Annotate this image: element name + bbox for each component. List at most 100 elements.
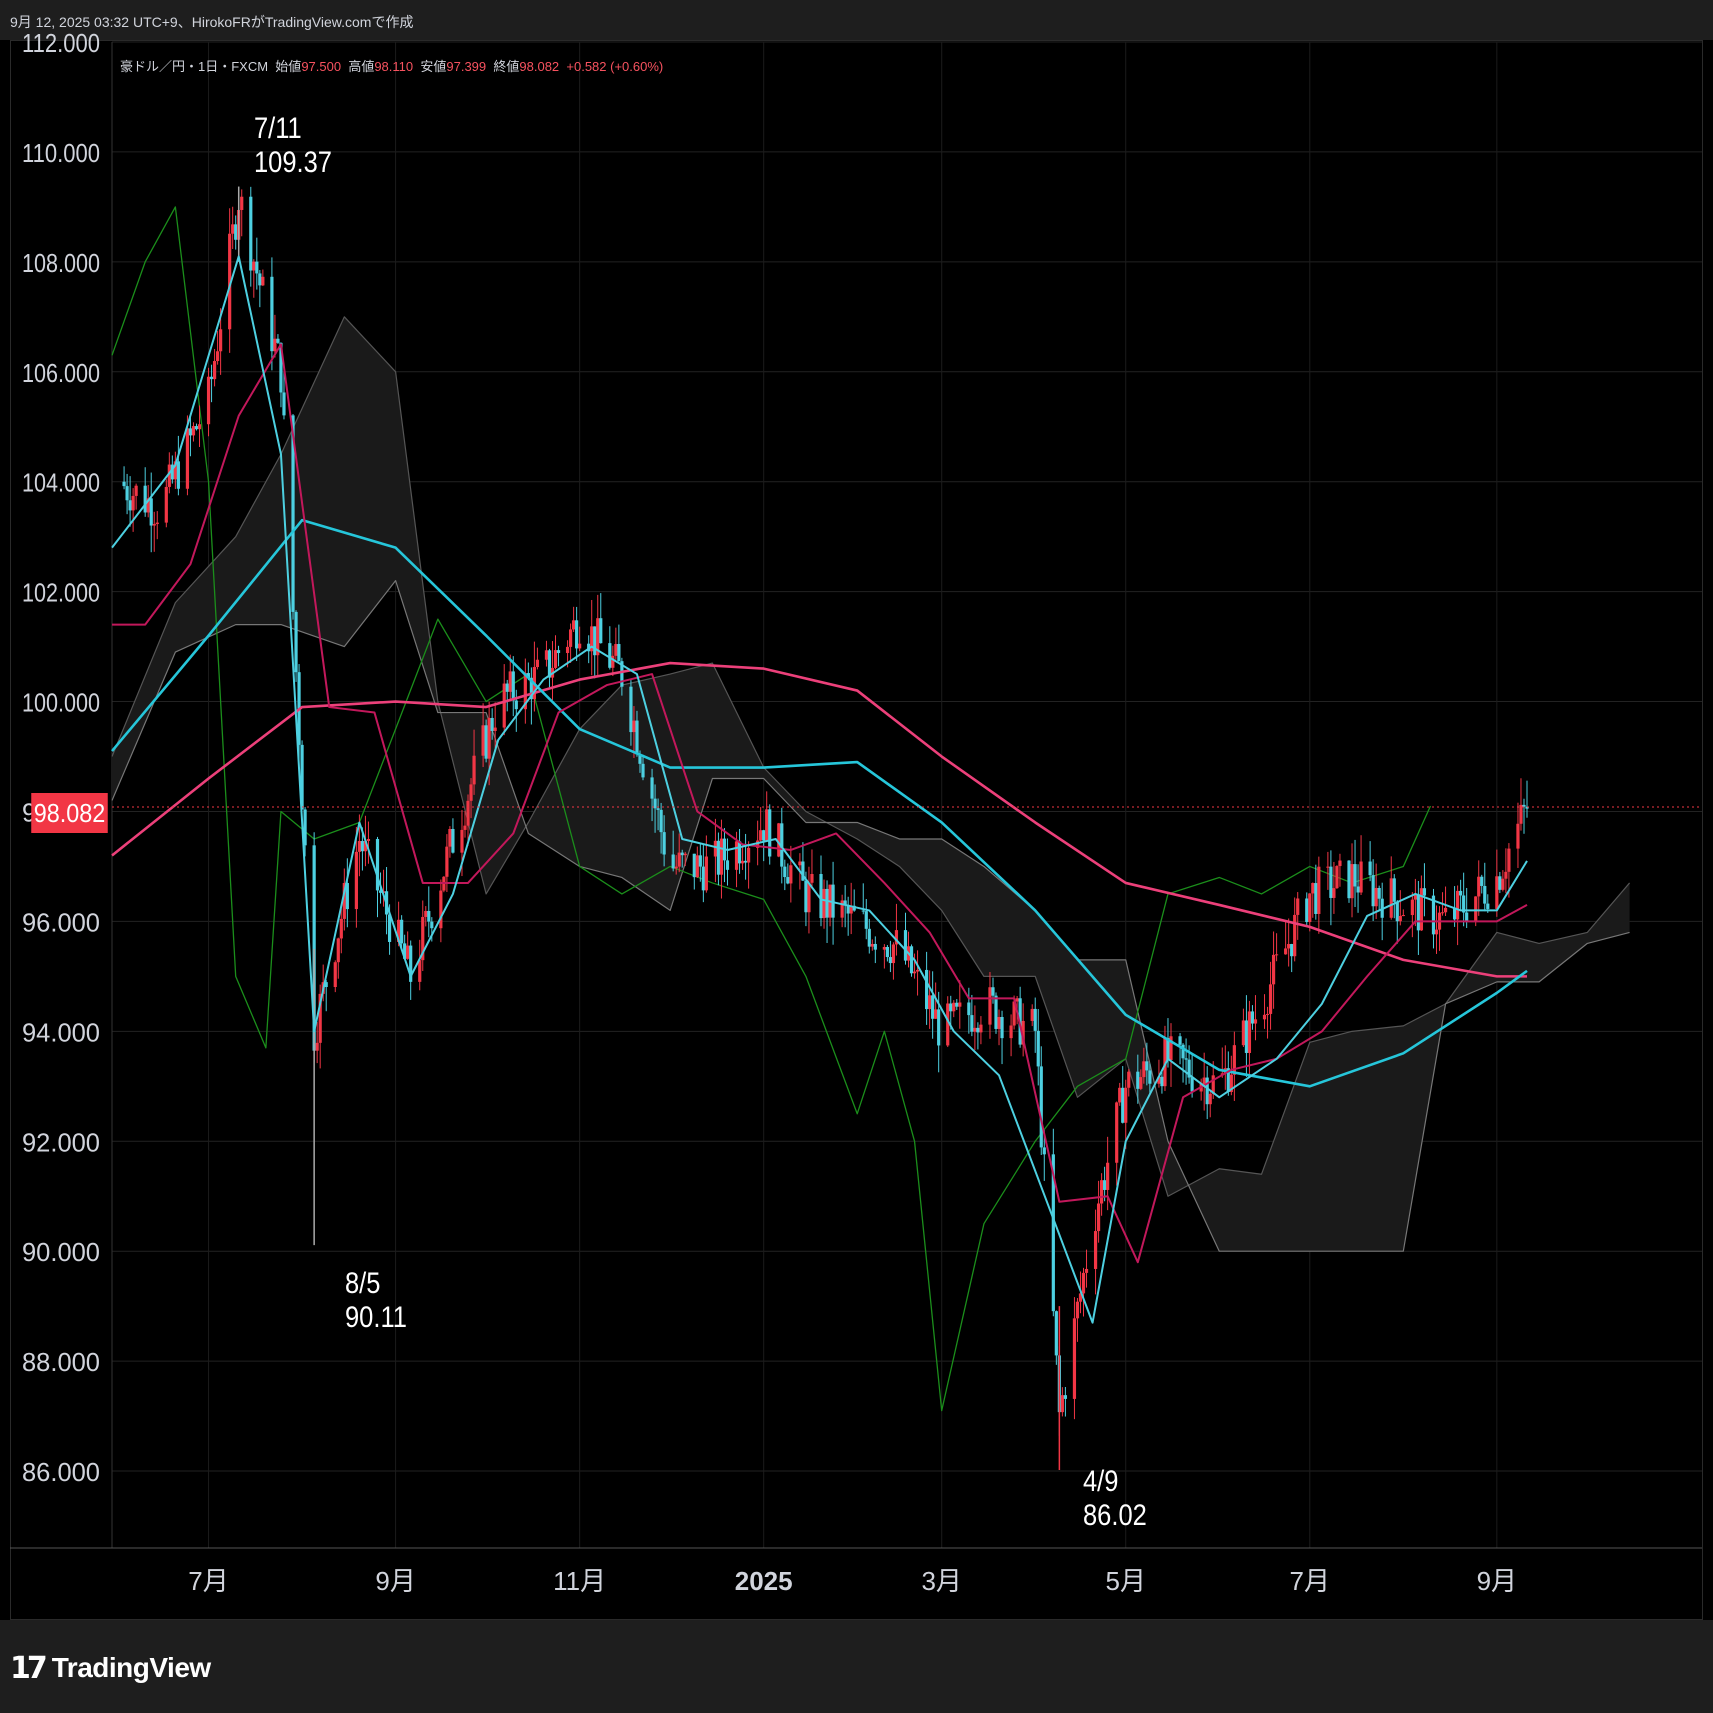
candle-body	[1311, 883, 1315, 894]
candle-body	[958, 1002, 962, 1007]
candle-body	[345, 883, 349, 910]
candle-body	[843, 900, 847, 905]
candle-body	[1262, 1014, 1267, 1020]
candle-body	[798, 861, 802, 866]
candle-body	[421, 916, 425, 961]
candle-body	[282, 392, 286, 416]
candle-body	[1211, 1075, 1215, 1094]
candle-body	[1474, 896, 1478, 922]
candle-body	[1443, 907, 1448, 913]
low2-annotation-value: 86.02	[1083, 1499, 1147, 1532]
candle-body	[134, 485, 138, 496]
candle-body	[1009, 1025, 1013, 1039]
candle-body	[692, 853, 696, 878]
y-tick-label: 100.000	[22, 688, 100, 718]
candle-body	[1202, 1077, 1206, 1085]
candle-body	[312, 845, 316, 1051]
candle-body	[846, 904, 850, 914]
candle-body	[620, 661, 624, 687]
candle-body	[765, 809, 769, 841]
candle-body	[357, 841, 362, 852]
candle-body	[547, 650, 552, 678]
candle-body	[638, 754, 642, 764]
candle-body	[387, 914, 392, 942]
candle-body	[170, 464, 174, 480]
x-tick-label: 7月	[188, 1566, 228, 1596]
candle-body	[756, 840, 760, 848]
candle-body	[276, 338, 280, 343]
candle-body	[1124, 1087, 1128, 1123]
candle-body	[206, 376, 211, 425]
low2-annotation-date: 4/9	[1083, 1465, 1119, 1498]
candle-body	[526, 673, 530, 678]
candle-body	[713, 840, 718, 857]
candle-body	[1075, 1301, 1080, 1319]
candle-body	[418, 960, 422, 982]
candle-body	[1452, 907, 1457, 920]
candle-body	[291, 415, 295, 612]
candle-body	[231, 224, 235, 234]
candle-body	[1338, 860, 1342, 867]
candle-body	[445, 846, 449, 877]
candle-body	[333, 962, 337, 987]
candle-body	[1410, 899, 1414, 916]
x-tick-label: 3月	[921, 1566, 961, 1596]
candle-body	[743, 860, 748, 863]
candle-body	[740, 860, 745, 864]
y-tick-label: 110.000	[22, 138, 100, 168]
candle-body	[191, 426, 196, 436]
candle-body	[1422, 888, 1427, 896]
candle-body	[909, 946, 914, 974]
high-label: 高値	[348, 59, 375, 74]
candle-body	[212, 361, 217, 380]
candle-body	[318, 993, 322, 1043]
candle-body	[173, 461, 177, 480]
low-label: 安値	[420, 59, 447, 74]
candle-body	[1462, 895, 1466, 913]
candle-body	[716, 840, 721, 875]
candle-body	[1148, 1070, 1152, 1084]
candle-body	[167, 464, 171, 487]
candle-body	[1290, 944, 1294, 957]
candle-body	[1335, 866, 1339, 889]
open-label: 始値	[275, 59, 302, 74]
candle-body	[1486, 903, 1490, 909]
candle-body	[219, 329, 223, 352]
candle-body	[1477, 876, 1481, 897]
candle-body	[529, 677, 533, 700]
candle-body	[1000, 1016, 1004, 1039]
y-tick-label: 92.000	[22, 1127, 100, 1157]
candle-body	[719, 838, 724, 875]
candle-body	[967, 1002, 971, 1016]
candle-body	[1036, 1030, 1040, 1067]
candle-body	[363, 840, 368, 852]
candle-body	[725, 860, 730, 870]
candle-body	[279, 342, 283, 393]
candle-body	[1456, 890, 1460, 920]
y-tick-label: 106.000	[22, 358, 100, 388]
candle-body	[783, 866, 787, 878]
candle-body	[1208, 1093, 1212, 1105]
candle-body	[339, 918, 343, 939]
candle-body	[1326, 866, 1330, 868]
candle-body	[870, 943, 874, 947]
candle-body	[1163, 1038, 1167, 1087]
candle-body	[460, 829, 464, 853]
candle-body	[400, 919, 404, 944]
candle-body	[1081, 1272, 1086, 1294]
tradingview-logo[interactable]: 17 TradingView	[10, 1650, 211, 1686]
candle-body	[903, 930, 908, 961]
candle-body	[949, 1003, 953, 1012]
candle-body	[1139, 1077, 1143, 1089]
candle-body	[1465, 912, 1469, 922]
candle-body	[656, 808, 660, 810]
candle-body	[882, 947, 886, 950]
candle-body	[342, 883, 346, 919]
candle-body	[188, 428, 193, 436]
candle-body	[1033, 1008, 1037, 1031]
candle-body	[1480, 876, 1484, 886]
candle-body	[409, 945, 413, 982]
candle-body	[1229, 1074, 1233, 1092]
candle-body	[315, 1042, 319, 1051]
